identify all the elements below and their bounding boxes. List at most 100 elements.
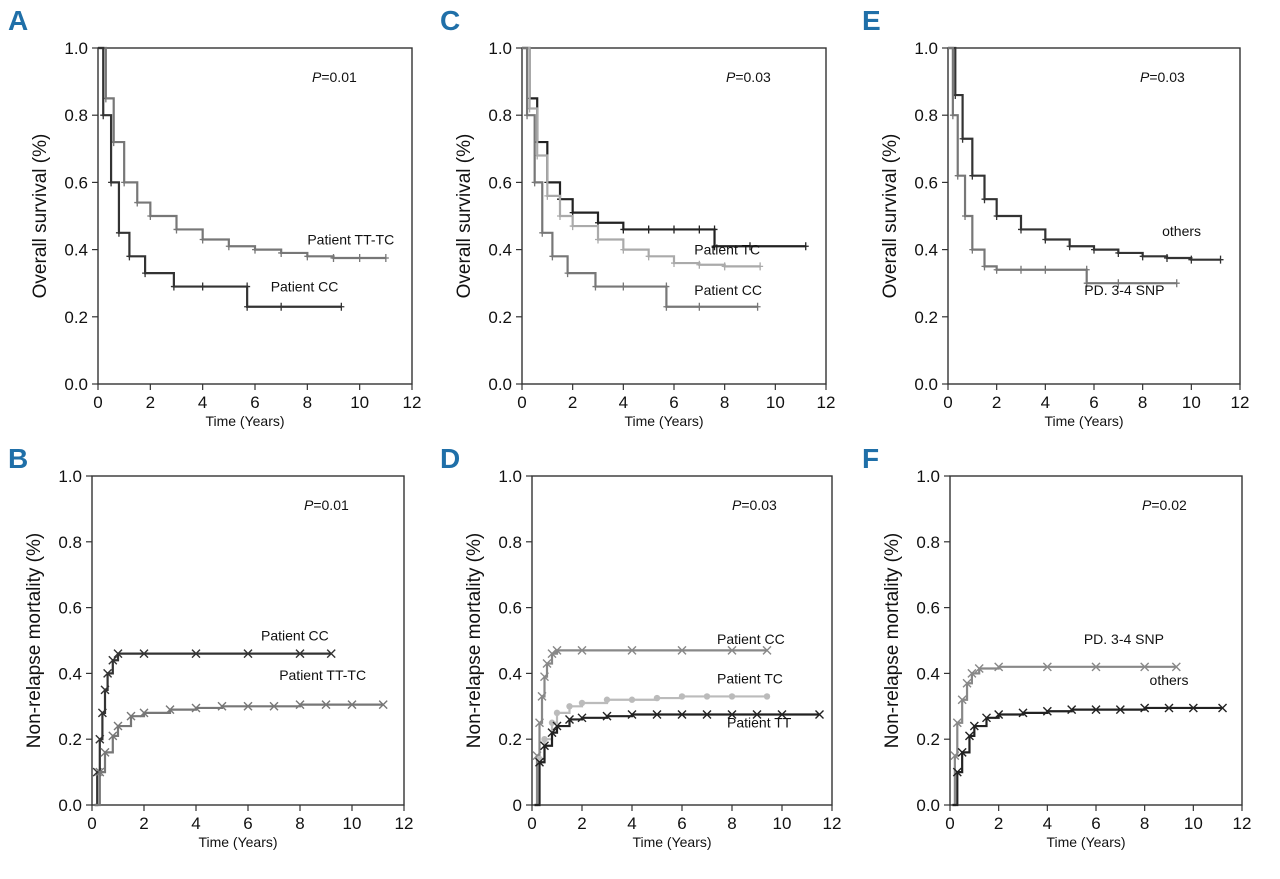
x-tick-label: 4	[619, 393, 628, 412]
series-annotation: PD. 3-4 SNP	[1084, 282, 1164, 298]
series-patient-tc	[522, 46, 764, 271]
x-tick-label: 4	[627, 814, 636, 833]
x-tick-label: 0	[517, 393, 526, 412]
censor-mark	[244, 302, 251, 311]
plot-frame	[947, 47, 1241, 385]
x-axis-label: Time (Years)	[205, 413, 284, 429]
censor-mark	[981, 195, 988, 204]
series-line	[952, 665, 1177, 807]
censor-mark	[126, 711, 136, 721]
censor-mark	[338, 302, 345, 311]
censor-mark	[671, 225, 677, 234]
y-axis-label: Overall survival (%)	[30, 134, 51, 299]
censor-mark	[243, 649, 253, 659]
x-tick-label: 6	[677, 814, 686, 833]
censor-mark	[595, 235, 601, 244]
series-others	[948, 46, 1224, 264]
censor-mark	[627, 645, 637, 655]
panel-a: A 0.0 0.2 0.4 0.6 0.8 1.0 0 2 4 6 8 10 12 Time (Years)…	[8, 5, 421, 429]
series-annotation: Patient TC	[694, 242, 760, 258]
censor-mark	[126, 252, 133, 261]
x-tick-label: 2	[146, 393, 155, 412]
censor-mark	[108, 731, 118, 741]
x-tick-label: 0	[945, 814, 954, 833]
series-line	[534, 649, 767, 807]
p-symbol: P	[304, 497, 314, 513]
series-patient-tc	[534, 693, 771, 807]
censor-mark	[696, 225, 703, 234]
censor-mark	[544, 191, 551, 200]
p-symbol: P	[1140, 69, 1150, 85]
censor-mark	[982, 713, 991, 723]
panel-e: E 0.0 0.2 0.4 0.6 0.8 1.0 0 2 4 6 8 10 12 Time (Years)…	[862, 5, 1249, 429]
censor-mark	[173, 225, 180, 234]
censor-mark	[541, 736, 548, 743]
censor-mark	[537, 691, 547, 701]
censor-mark	[663, 302, 670, 311]
series-patient-tt	[534, 710, 824, 807]
series-line	[94, 652, 332, 807]
censor-mark	[225, 242, 232, 251]
y-tick-label: 0.2	[488, 308, 512, 327]
censor-mark	[762, 645, 772, 655]
x-tick-label: 12	[817, 393, 836, 412]
censor-mark	[1066, 242, 1073, 251]
y-tick-label: 1.0	[488, 39, 512, 58]
x-tick-label: 0	[93, 393, 102, 412]
censor-mark	[1042, 662, 1052, 672]
series-annotation: others	[1162, 223, 1201, 239]
censor-mark	[564, 269, 571, 278]
panel-letter: D	[440, 443, 460, 474]
y-tick-label: 0.4	[916, 664, 940, 683]
censor-mark	[949, 111, 956, 120]
censor-mark	[577, 713, 587, 723]
y-tick-label: 1.0	[914, 39, 938, 58]
censor-mark	[754, 302, 761, 311]
series-patient-cc	[92, 649, 336, 807]
p-symbol: P	[1142, 497, 1152, 513]
y-tick-label: 0.8	[916, 533, 940, 552]
censor-mark	[100, 747, 110, 757]
censor-mark	[535, 718, 544, 728]
censor-mark	[952, 767, 962, 777]
censor-mark	[981, 262, 988, 271]
x-tick-label: 2	[992, 393, 1001, 412]
censor-mark	[147, 212, 154, 220]
y-tick-label: 0.0	[916, 796, 940, 815]
x-tick-label: 10	[1182, 393, 1201, 412]
y-tick-label: 0.8	[58, 533, 82, 552]
censor-mark	[653, 694, 661, 702]
censor-mark	[1139, 252, 1146, 261]
series-annotation: Patient TT-TC	[279, 667, 366, 683]
censor-mark	[1042, 265, 1049, 274]
censor-mark	[1115, 705, 1125, 715]
censor-mark	[139, 708, 149, 718]
series-line	[948, 46, 1221, 261]
censor-mark	[1091, 245, 1097, 254]
series-annotation: others	[1150, 672, 1189, 688]
censor-mark	[549, 252, 556, 261]
censor-mark	[757, 262, 764, 271]
censor-mark	[1173, 279, 1180, 288]
censor-mark	[278, 248, 285, 257]
y-tick-label: 0.0	[914, 375, 938, 394]
censor-mark	[1018, 708, 1028, 718]
y-axis-label: Overall survival (%)	[454, 134, 475, 299]
censor-mark	[103, 668, 113, 678]
series-annotation: Patient TT-TC	[307, 232, 394, 248]
censor-mark	[969, 721, 979, 731]
p-value-label: P=0.01	[304, 497, 349, 513]
censor-mark	[100, 685, 110, 695]
censor-mark	[139, 649, 149, 659]
censor-mark	[721, 262, 728, 271]
censor-mark	[553, 709, 561, 717]
censor-mark	[994, 662, 1004, 672]
censor-mark	[1164, 703, 1174, 713]
censor-mark	[95, 734, 105, 744]
series-patient-cc	[522, 46, 761, 311]
y-tick-label: 0.6	[64, 173, 88, 192]
censor-mark	[964, 731, 974, 741]
plot-frame	[91, 475, 405, 806]
censor-mark	[1018, 225, 1024, 234]
censor-mark	[244, 282, 251, 291]
